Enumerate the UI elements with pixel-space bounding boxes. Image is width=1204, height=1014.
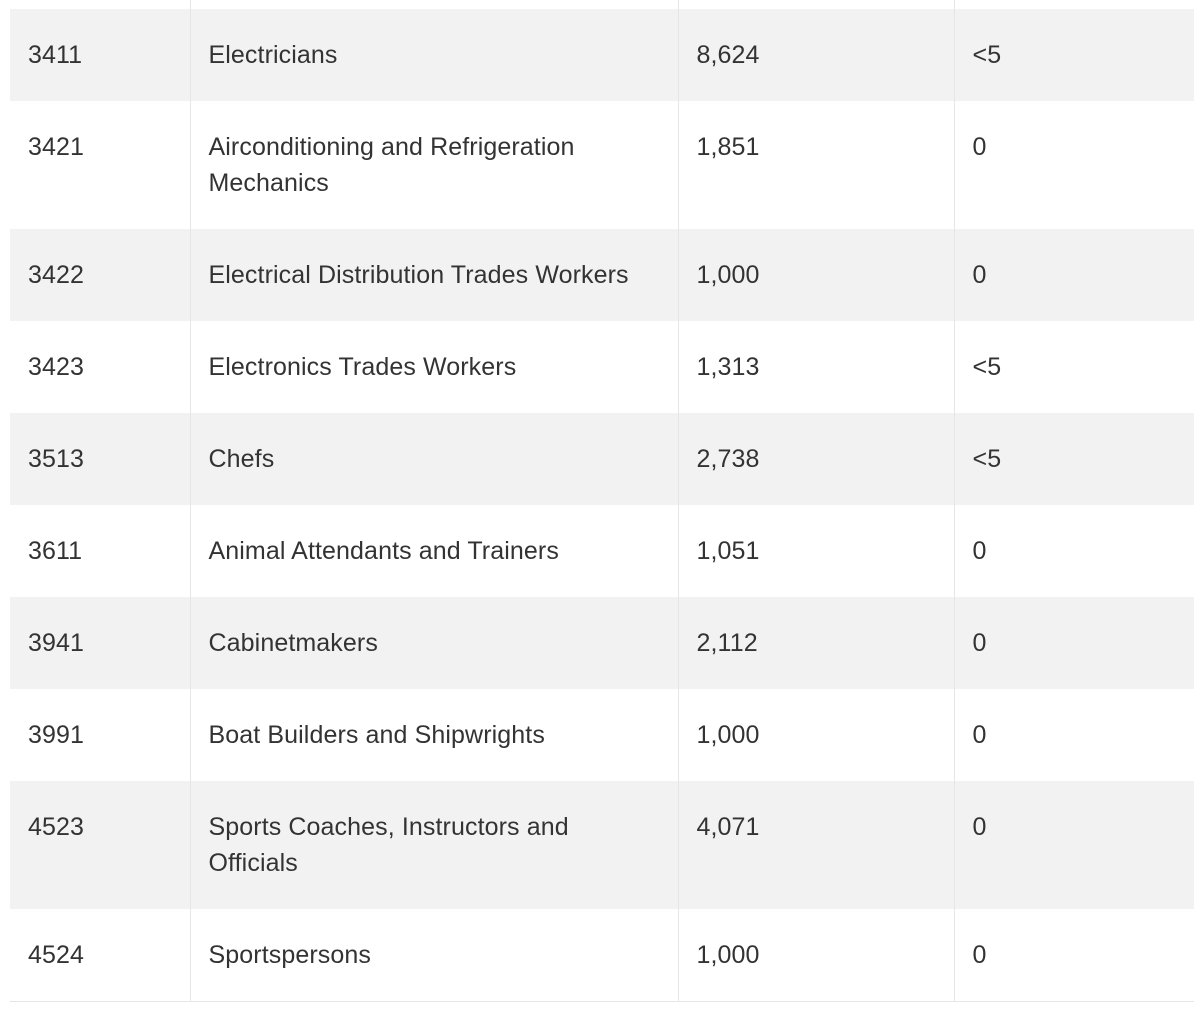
cell-occupation: Chefs (189, 413, 678, 505)
table-row: 4523 Sports Coaches, Instructors and Off… (10, 781, 1194, 909)
cell-value: 1,000 (677, 689, 954, 781)
cell-value: 1,051 (677, 505, 954, 597)
cell-code: 4524 (10, 909, 190, 1002)
cell-flag: 0 (953, 689, 1194, 781)
cell-occupation: Electronics Trades Workers (189, 321, 678, 413)
occupation-table-container: 3411 Electricians 8,624 <5 3421 Aircondi… (10, 0, 1194, 1002)
cell-code: 4523 (10, 781, 190, 909)
cell-code: 3611 (28, 537, 83, 565)
cell-flag: <5 (953, 413, 1194, 505)
cell-flag: 0 (953, 505, 1194, 597)
cell-flag: <5 (953, 9, 1194, 101)
table-row: 3513 Chefs 2,738 <5 (10, 413, 1194, 505)
cell-value: 8,624 (677, 9, 954, 101)
cell-occupation: Electricians (189, 9, 678, 101)
cell-occupation: Sports Coaches, Instructors and Official… (189, 781, 678, 909)
cell-occupation: Airconditioning and Refrigeration Mechan… (189, 101, 678, 229)
occupation-table: 3411 Electricians 8,624 <5 3421 Aircondi… (10, 0, 1194, 1002)
cell-value: 1,851 (677, 101, 954, 229)
cell-flag: 0 (953, 909, 1194, 1002)
cell-value: 2,738 (677, 413, 954, 505)
cell-code: 3423 (28, 353, 85, 381)
cell-code: 3513 (10, 413, 190, 505)
cell-code: 3991 (28, 721, 85, 749)
cell-occupation: Animal Attendants and Trainers (189, 505, 678, 597)
cell-flag: <5 (953, 321, 1194, 413)
cell-value: 1,000 (677, 229, 954, 321)
cell-occupation: Cabinetmakers (189, 597, 678, 689)
cell-flag: 0 (953, 101, 1194, 229)
cell-value: 4,071 (677, 781, 954, 909)
cell-occupation: Boat Builders and Shipwrights (189, 689, 678, 781)
cell-value: 1,000 (677, 909, 954, 1002)
table-row: 3411 Electricians 8,624 <5 (10, 9, 1194, 101)
table-row: 3611 Animal Attendants and Trainers 1,05… (10, 505, 1194, 597)
cell-occupation: Electrical Distribution Trades Workers (189, 229, 678, 321)
table-row: 3423 Electronics Trades Workers 1,313 <5 (10, 321, 1194, 413)
table-row: 4524 Sportspersons 1,000 0 (10, 909, 1194, 1002)
cell-code: 3422 (10, 229, 190, 321)
cell-occupation: Sportspersons (189, 909, 678, 1002)
table-row: 3941 Cabinetmakers 2,112 0 (10, 597, 1194, 689)
cell-code: 3941 (10, 597, 190, 689)
cell-flag: 0 (953, 597, 1194, 689)
table-row: 3991 Boat Builders and Shipwrights 1,000… (10, 689, 1194, 781)
cell-value: 1,313 (677, 321, 954, 413)
table-row-cutoff (10, 0, 1194, 9)
cell-code: 3411 (10, 9, 190, 101)
table-body: 3411 Electricians 8,624 <5 3421 Aircondi… (10, 0, 1194, 1002)
cell-flag: 0 (953, 229, 1194, 321)
table-row: 3422 Electrical Distribution Trades Work… (10, 229, 1194, 321)
cell-value: 2,112 (677, 597, 954, 689)
cell-code: 3421 (28, 133, 85, 161)
cell-flag: 0 (953, 781, 1194, 909)
table-row: 3421 Airconditioning and Refrigeration M… (10, 101, 1194, 229)
